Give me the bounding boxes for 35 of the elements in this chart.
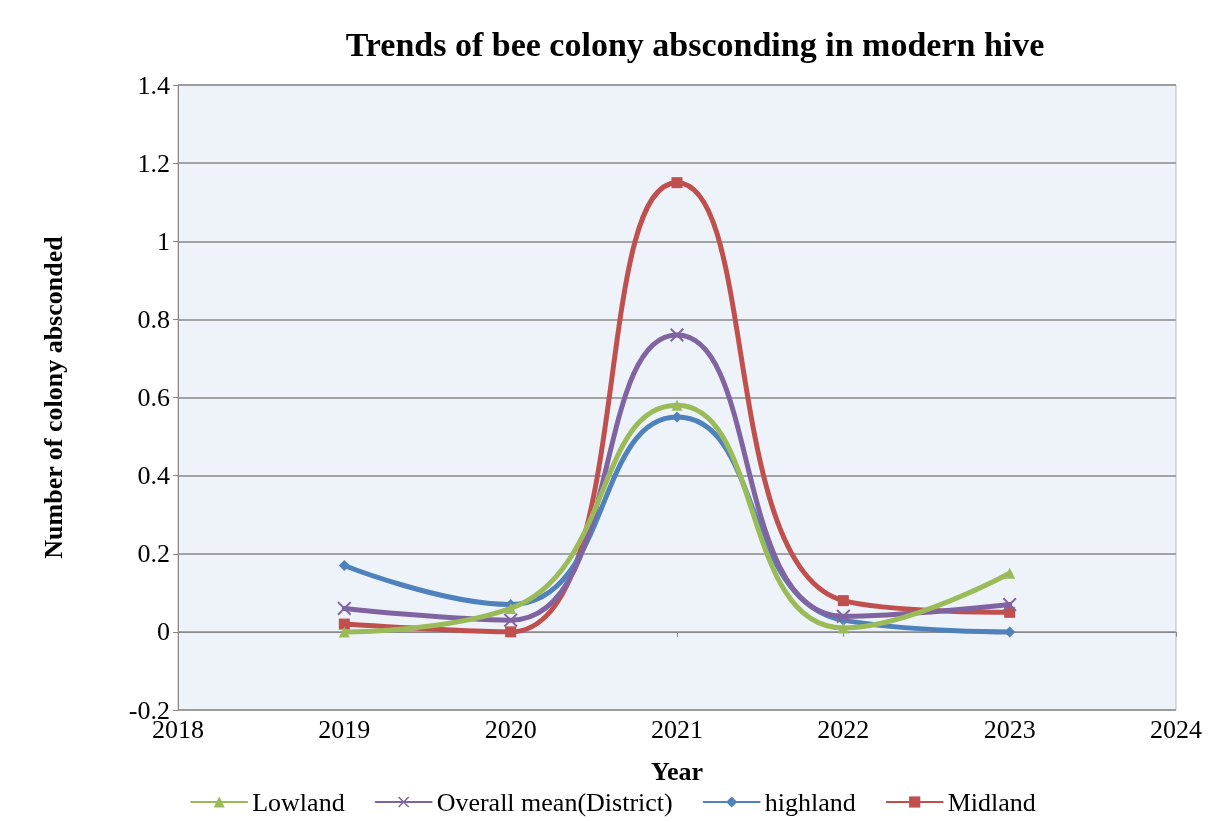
- y-tick-label: 1.2: [137, 148, 170, 178]
- x-axis-title: Year: [651, 756, 703, 786]
- x-tick-label: 2024: [1150, 714, 1202, 744]
- y-tick-label: 0: [157, 617, 170, 647]
- x-tick-label: 2020: [484, 714, 537, 744]
- point: [1004, 567, 1016, 579]
- x-tick-label: 2021: [651, 714, 703, 744]
- legend-label: Midland: [947, 787, 1036, 817]
- y-tick-label: 0.2: [137, 539, 170, 569]
- point: [505, 626, 517, 638]
- point: [338, 559, 350, 571]
- point: [338, 626, 350, 638]
- y-axis-title: Number of colony absconded: [38, 235, 68, 559]
- point: [671, 177, 683, 189]
- y-tick-label: 1.4: [137, 70, 170, 100]
- y-tick-label: 0.6: [137, 383, 170, 412]
- legend-label: Overall mean(District): [436, 787, 673, 817]
- point: [503, 613, 518, 628]
- point: [836, 609, 851, 624]
- x-tick-label: 2023: [983, 714, 1036, 744]
- point: [837, 622, 849, 634]
- point: [337, 601, 352, 616]
- point: [837, 595, 849, 607]
- point: [670, 328, 684, 342]
- x-tick-label: 2022: [817, 714, 870, 744]
- point: [338, 618, 350, 630]
- y-tick-label: 1: [157, 226, 170, 256]
- y-tick-label: 0.4: [137, 461, 170, 491]
- y-tick-label: 0.8: [137, 304, 170, 334]
- x-tick-label: 2019: [318, 714, 371, 744]
- point: [1002, 597, 1017, 612]
- legend-label: Lowland: [252, 787, 345, 817]
- legend-label: highland: [764, 787, 856, 817]
- point: [671, 399, 683, 411]
- chart-title: Trends of bee colony absconding in modern hive: [345, 25, 1045, 63]
